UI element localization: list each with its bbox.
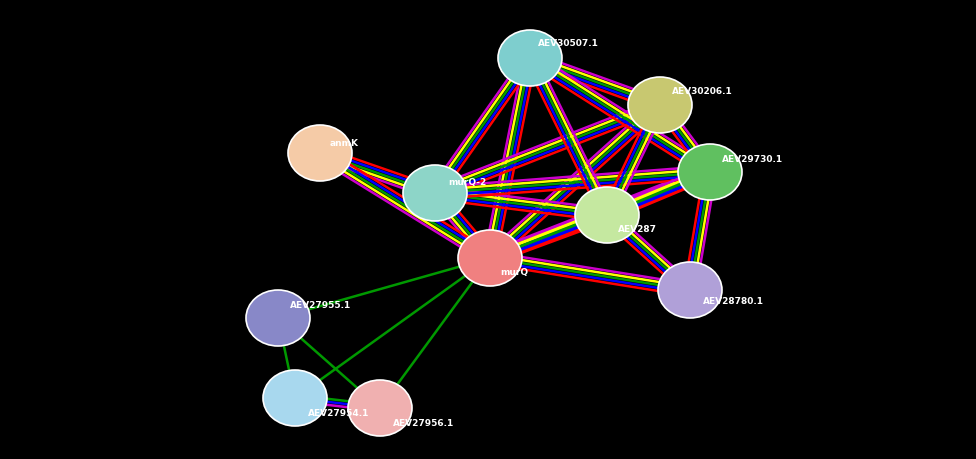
Text: AEV27954.1: AEV27954.1 — [308, 409, 369, 418]
Ellipse shape — [403, 165, 467, 221]
Text: AEV30507.1: AEV30507.1 — [538, 39, 599, 49]
Text: murQ-2: murQ-2 — [448, 179, 486, 187]
Text: AEV30206.1: AEV30206.1 — [672, 88, 733, 96]
Text: AEV28780.1: AEV28780.1 — [703, 297, 764, 307]
Text: murQ: murQ — [500, 268, 528, 276]
Text: AEV29730.1: AEV29730.1 — [722, 156, 783, 164]
Ellipse shape — [678, 144, 742, 200]
Text: AEV27956.1: AEV27956.1 — [393, 419, 454, 427]
Ellipse shape — [246, 290, 310, 346]
Ellipse shape — [288, 125, 352, 181]
Text: anmK: anmK — [330, 139, 359, 147]
Ellipse shape — [575, 187, 639, 243]
Ellipse shape — [628, 77, 692, 133]
Ellipse shape — [348, 380, 412, 436]
Text: AEV27955.1: AEV27955.1 — [290, 302, 351, 310]
Text: AEV287: AEV287 — [618, 225, 657, 235]
Ellipse shape — [658, 262, 722, 318]
Ellipse shape — [498, 30, 562, 86]
Ellipse shape — [458, 230, 522, 286]
Ellipse shape — [263, 370, 327, 426]
